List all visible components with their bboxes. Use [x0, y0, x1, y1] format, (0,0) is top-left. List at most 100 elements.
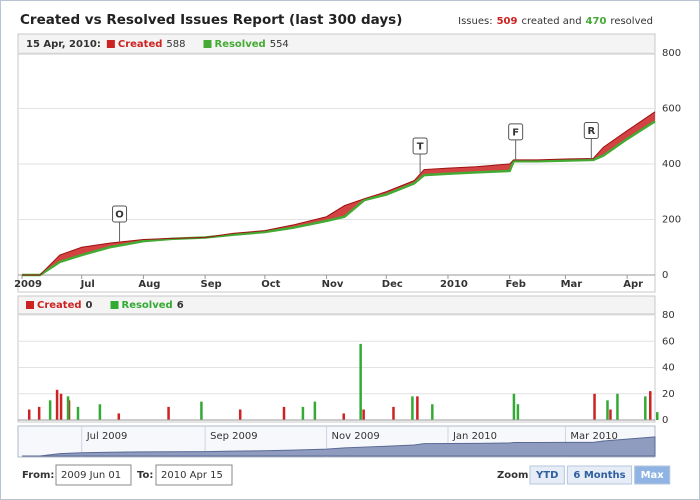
- to-value[interactable]: 2010 Apr 15: [161, 470, 223, 481]
- navigator-label: Jul 2009: [86, 431, 128, 442]
- bar: [593, 393, 596, 420]
- zoom-button[interactable]: [529, 465, 565, 485]
- y-tick-label: 80: [662, 310, 675, 321]
- y-tick-label: 400: [662, 159, 681, 170]
- x-tick-label: Nov: [322, 279, 344, 290]
- summary-middle: created and: [521, 16, 581, 27]
- flag-label: F: [512, 127, 519, 138]
- x-tick-label: Aug: [138, 279, 160, 290]
- zoom-button[interactable]: [634, 465, 671, 485]
- bar: [282, 406, 286, 420]
- bar: [48, 400, 52, 420]
- bar: [200, 401, 203, 420]
- bar: [76, 406, 80, 420]
- y-tick-label: 40: [662, 363, 675, 374]
- y-tick-label: 0: [662, 270, 668, 281]
- bar: [117, 413, 121, 420]
- x-tick-label: 2009: [14, 279, 42, 290]
- from-label: From:: [22, 470, 54, 481]
- zoom-button-label[interactable]: 6 Months: [573, 470, 625, 481]
- bar: [609, 409, 612, 420]
- zoom-button[interactable]: [566, 465, 633, 485]
- bottom-legend-bar: [17, 295, 656, 315]
- x-tick-label: 2010: [440, 279, 468, 290]
- bar: [313, 401, 317, 420]
- bar: [649, 391, 652, 420]
- x-tick-label: Mar: [561, 279, 583, 290]
- legend-swatch: [203, 40, 212, 48]
- x-tick-label: Dec: [382, 279, 403, 290]
- bar: [342, 413, 345, 420]
- legend-name: Created: [118, 39, 163, 50]
- navigator-label: Nov 2009: [332, 431, 380, 442]
- bar: [59, 393, 63, 420]
- flag: [508, 123, 524, 141]
- bar: [27, 409, 31, 420]
- x-tick-label: Jul: [80, 279, 95, 290]
- from-input[interactable]: [55, 464, 132, 486]
- resolved-line: [22, 120, 656, 277]
- bar: [392, 406, 395, 420]
- legend-swatch: [110, 301, 119, 309]
- flag-label: T: [417, 141, 424, 152]
- bar: [416, 396, 419, 420]
- legend-swatch: [106, 40, 115, 48]
- bar: [359, 343, 362, 420]
- navigator-label: Sep 2009: [210, 431, 257, 442]
- top-legend-bar: [17, 33, 656, 55]
- legend-value: 6: [177, 300, 184, 311]
- flag: [112, 205, 128, 223]
- bar: [644, 396, 647, 420]
- zoom-label: Zoom:: [497, 470, 532, 481]
- bar: [656, 412, 659, 420]
- flag: [412, 137, 428, 155]
- bar: [167, 406, 170, 420]
- summary-created: 509: [497, 16, 518, 27]
- to-label: To:: [137, 470, 153, 481]
- bar: [616, 393, 619, 420]
- y-tick-label: 0: [662, 415, 668, 426]
- legend-value: 554: [270, 39, 289, 50]
- legend-name: Resolved: [122, 300, 173, 311]
- bar: [411, 396, 414, 420]
- bar: [362, 409, 365, 420]
- zoom-button-label[interactable]: YTD: [535, 470, 558, 481]
- navigator-area: [22, 436, 656, 457]
- legend-name: Created: [37, 300, 82, 311]
- from-value[interactable]: 2009 Jun 01: [61, 470, 121, 481]
- y-tick-label: 600: [662, 104, 681, 115]
- summary-suffix: resolved: [610, 16, 653, 27]
- bar: [55, 389, 59, 420]
- legend-name: Resolved: [215, 39, 266, 50]
- zoom-button-label[interactable]: Max: [641, 470, 665, 481]
- legend-swatch: [26, 301, 34, 309]
- y-tick-label: 60: [662, 336, 675, 347]
- bar: [301, 406, 305, 420]
- bar: [66, 396, 70, 420]
- legend-value: 588: [166, 39, 185, 50]
- flag: [583, 121, 599, 139]
- bar: [431, 404, 434, 420]
- y-tick-label: 800: [662, 48, 681, 59]
- x-tick-label: Apr: [623, 279, 643, 290]
- bar: [238, 409, 242, 420]
- bar: [606, 400, 609, 420]
- summary-prefix: Issues:: [458, 16, 492, 27]
- x-tick-label: Feb: [506, 279, 526, 290]
- x-tick-label: Oct: [261, 279, 280, 290]
- legend-value: 0: [86, 300, 93, 311]
- bar: [512, 393, 516, 420]
- legend-date: 15 Apr, 2010:: [26, 39, 101, 50]
- navigator-label: Jan 2010: [452, 431, 497, 442]
- to-input[interactable]: [155, 464, 233, 486]
- report-title: Created vs Resolved Issues Report (last …: [20, 12, 402, 28]
- y-tick-label: 20: [662, 389, 675, 400]
- bar: [37, 406, 41, 420]
- flag-label: O: [115, 210, 124, 221]
- bar: [516, 404, 520, 420]
- created-line: [22, 111, 656, 276]
- x-tick-label: Sep: [201, 279, 222, 290]
- flag-label: R: [587, 126, 595, 137]
